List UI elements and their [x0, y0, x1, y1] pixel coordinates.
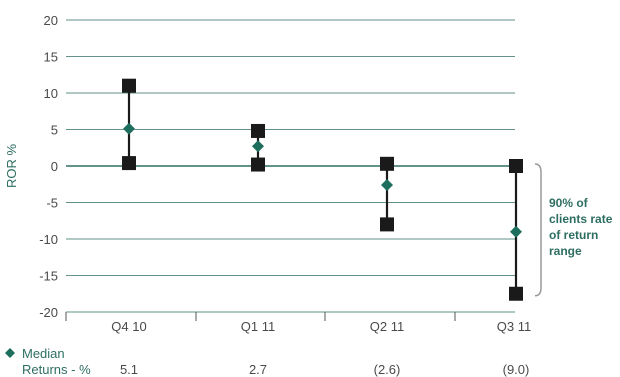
y-tick-label: 20: [44, 13, 58, 28]
y-tick-label: 5: [51, 123, 58, 138]
high-marker: [251, 123, 265, 138]
x-axis: Q4 10 Q1 11 Q2 11 Q3 11: [65, 312, 531, 334]
bracket-path: [534, 163, 542, 297]
bracket-label-line: 90% of: [549, 196, 589, 210]
range-bracket: 90% of clients rate of return range: [534, 163, 613, 297]
median-marker: [252, 140, 264, 153]
high-marker: [122, 78, 136, 93]
bracket-label-line: clients rate: [549, 212, 613, 226]
y-tick-label: 15: [44, 50, 58, 65]
bracket-label-line: range: [549, 244, 582, 258]
low-marker: [251, 157, 265, 172]
low-marker: [509, 286, 523, 301]
bracket-label-line: of return: [549, 228, 598, 242]
x-tick-label: Q4 10: [111, 319, 146, 334]
y-tick-labels: 20 15 10 5 0 -5 -10 -15 -20: [39, 13, 58, 320]
low-marker: [380, 217, 394, 232]
median-marker: [381, 178, 393, 191]
y-tick-label: 0: [51, 159, 58, 174]
range-markers: [122, 78, 523, 301]
y-tick-label: -10: [39, 232, 58, 247]
y-axis-label: ROR %: [4, 144, 19, 189]
low-marker: [122, 156, 136, 171]
y-tick-label: -5: [46, 196, 58, 211]
y-tick-label: -15: [39, 269, 58, 284]
median-value-label: (9.0): [503, 362, 530, 377]
y-tick-label: 10: [44, 86, 58, 101]
median-legend-icon: [5, 348, 15, 358]
legend-label-line2: Returns - %: [22, 362, 91, 377]
median-marker: [510, 225, 522, 238]
median-value-label: (2.6): [374, 362, 401, 377]
x-tick-label: Q2 11: [370, 319, 404, 334]
median-marker: [123, 122, 135, 135]
high-marker: [380, 156, 394, 171]
legend-label-line1: Median: [22, 346, 65, 361]
x-tick-label: Q3 11: [497, 319, 531, 334]
median-value-label: 2.7: [249, 362, 267, 377]
y-tick-label: -20: [39, 305, 58, 320]
high-marker: [509, 159, 523, 173]
x-tick-label: Q1 11: [241, 319, 275, 334]
median-value-label: 5.1: [120, 362, 138, 377]
grid-lines: [66, 19, 515, 313]
